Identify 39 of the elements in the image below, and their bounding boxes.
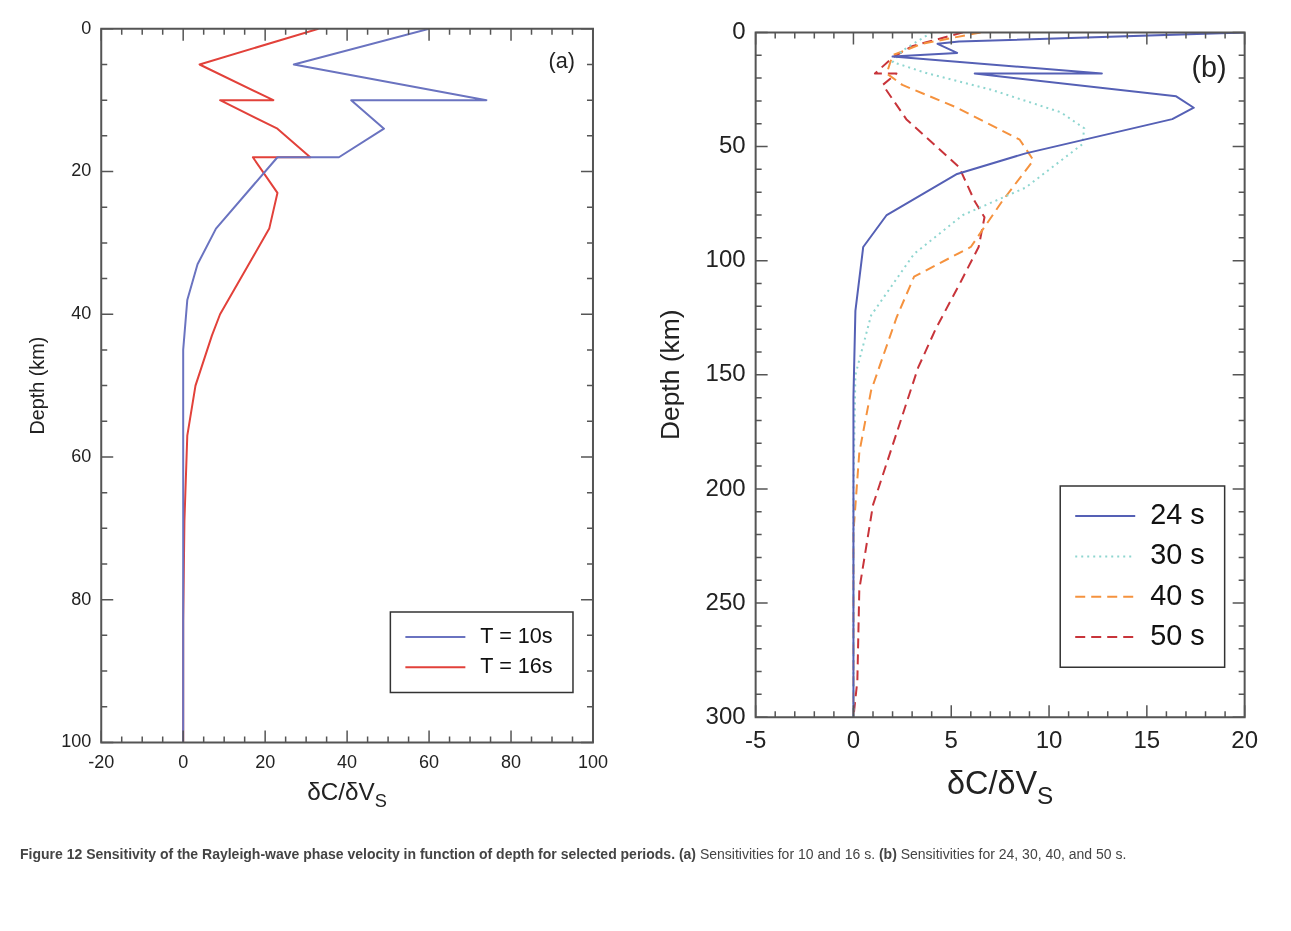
y-tick-label: 60 — [71, 445, 92, 466]
y-tick-label: 40 — [71, 303, 92, 324]
x-tick-label: -5 — [744, 726, 767, 754]
y-tick-label: 150 — [705, 359, 746, 387]
x-tick-label: 5 — [944, 726, 958, 754]
legend-label: T = 10s — [480, 622, 553, 648]
y-tick-label: 20 — [71, 160, 92, 181]
y-tick-label: 50 — [718, 131, 746, 159]
annotation: (a) — [548, 47, 575, 73]
legend-label: 50 s — [1150, 618, 1205, 651]
x-tick-label: 10 — [1035, 726, 1063, 754]
x-tick-label: 60 — [419, 752, 440, 773]
x-tick-label: 100 — [577, 752, 609, 773]
y-tick-label: 250 — [705, 587, 746, 615]
y-tick-label: 100 — [705, 245, 746, 273]
x-tick-label: -20 — [88, 752, 115, 773]
annotation: (b) — [1191, 50, 1227, 83]
legend-label: T = 16s — [480, 653, 553, 679]
x-tick-label: 20 — [1231, 726, 1258, 754]
legend-label: 40 s — [1150, 578, 1205, 611]
x-tick-label: 15 — [1133, 726, 1161, 754]
y-tick-label: 200 — [705, 473, 746, 501]
y-tick-label: 0 — [732, 17, 746, 45]
x-tick-label: 40 — [337, 752, 358, 773]
text: (b) — [878, 846, 897, 862]
caption: Figure 12 Sensitivity of the Rayleigh-wave phase velocity in function of depth for selected periods. (a) — [20, 846, 697, 862]
y-axis-title: Depth (km) — [654, 309, 685, 441]
y-tick-label: 0 — [81, 17, 92, 38]
legend-label: 30 s — [1150, 538, 1205, 571]
y-axis-title: Depth (km) — [25, 336, 48, 435]
x-tick-label: 20 — [255, 752, 276, 773]
x-tick-label: 0 — [178, 752, 189, 773]
x-tick-label: 80 — [501, 752, 522, 773]
legend-label: 24 s — [1150, 498, 1205, 531]
y-tick-label: 80 — [71, 588, 92, 609]
y-tick-label: 300 — [705, 701, 746, 729]
x-tick-label: 0 — [846, 726, 861, 754]
text: Sensitivities for 10 and 16 s. — [699, 846, 876, 862]
text: Sensitivities for 24, 30, 40, and 50 s. — [900, 846, 1127, 862]
